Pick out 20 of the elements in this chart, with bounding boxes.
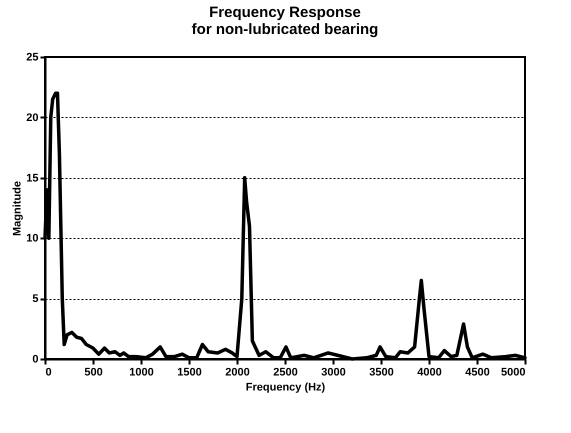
x-tick-label: 3500 — [369, 366, 394, 378]
y-tick-label: 5 — [32, 293, 38, 306]
x-tick-label: 1000 — [129, 366, 154, 378]
chart-title: Frequency Response for non-lubricated bearing — [192, 4, 378, 38]
y-tick-label: 0 — [32, 354, 38, 366]
x-tick-label: 4500 — [465, 366, 490, 378]
x-tick-label: 1500 — [177, 366, 202, 378]
x-tick-label: 5000 — [501, 366, 526, 378]
y-tick-label: 20 — [26, 112, 38, 124]
x-tick-label: 4000 — [417, 366, 442, 378]
x-tick-label: 2000 — [225, 366, 250, 378]
y-tick-label: 25 — [26, 52, 38, 64]
x-tick-label: 2500 — [273, 366, 298, 378]
x-axis-title: Frequency (Hz) — [246, 382, 326, 394]
x-tick-label: 3000 — [321, 366, 346, 378]
x-tick-label: 0 — [46, 366, 52, 378]
y-axis-title: Magnitude — [11, 181, 24, 236]
y-tick-label: 10 — [26, 232, 38, 245]
x-tick-label: 500 — [84, 366, 103, 378]
y-tick-label: 15 — [26, 172, 38, 184]
